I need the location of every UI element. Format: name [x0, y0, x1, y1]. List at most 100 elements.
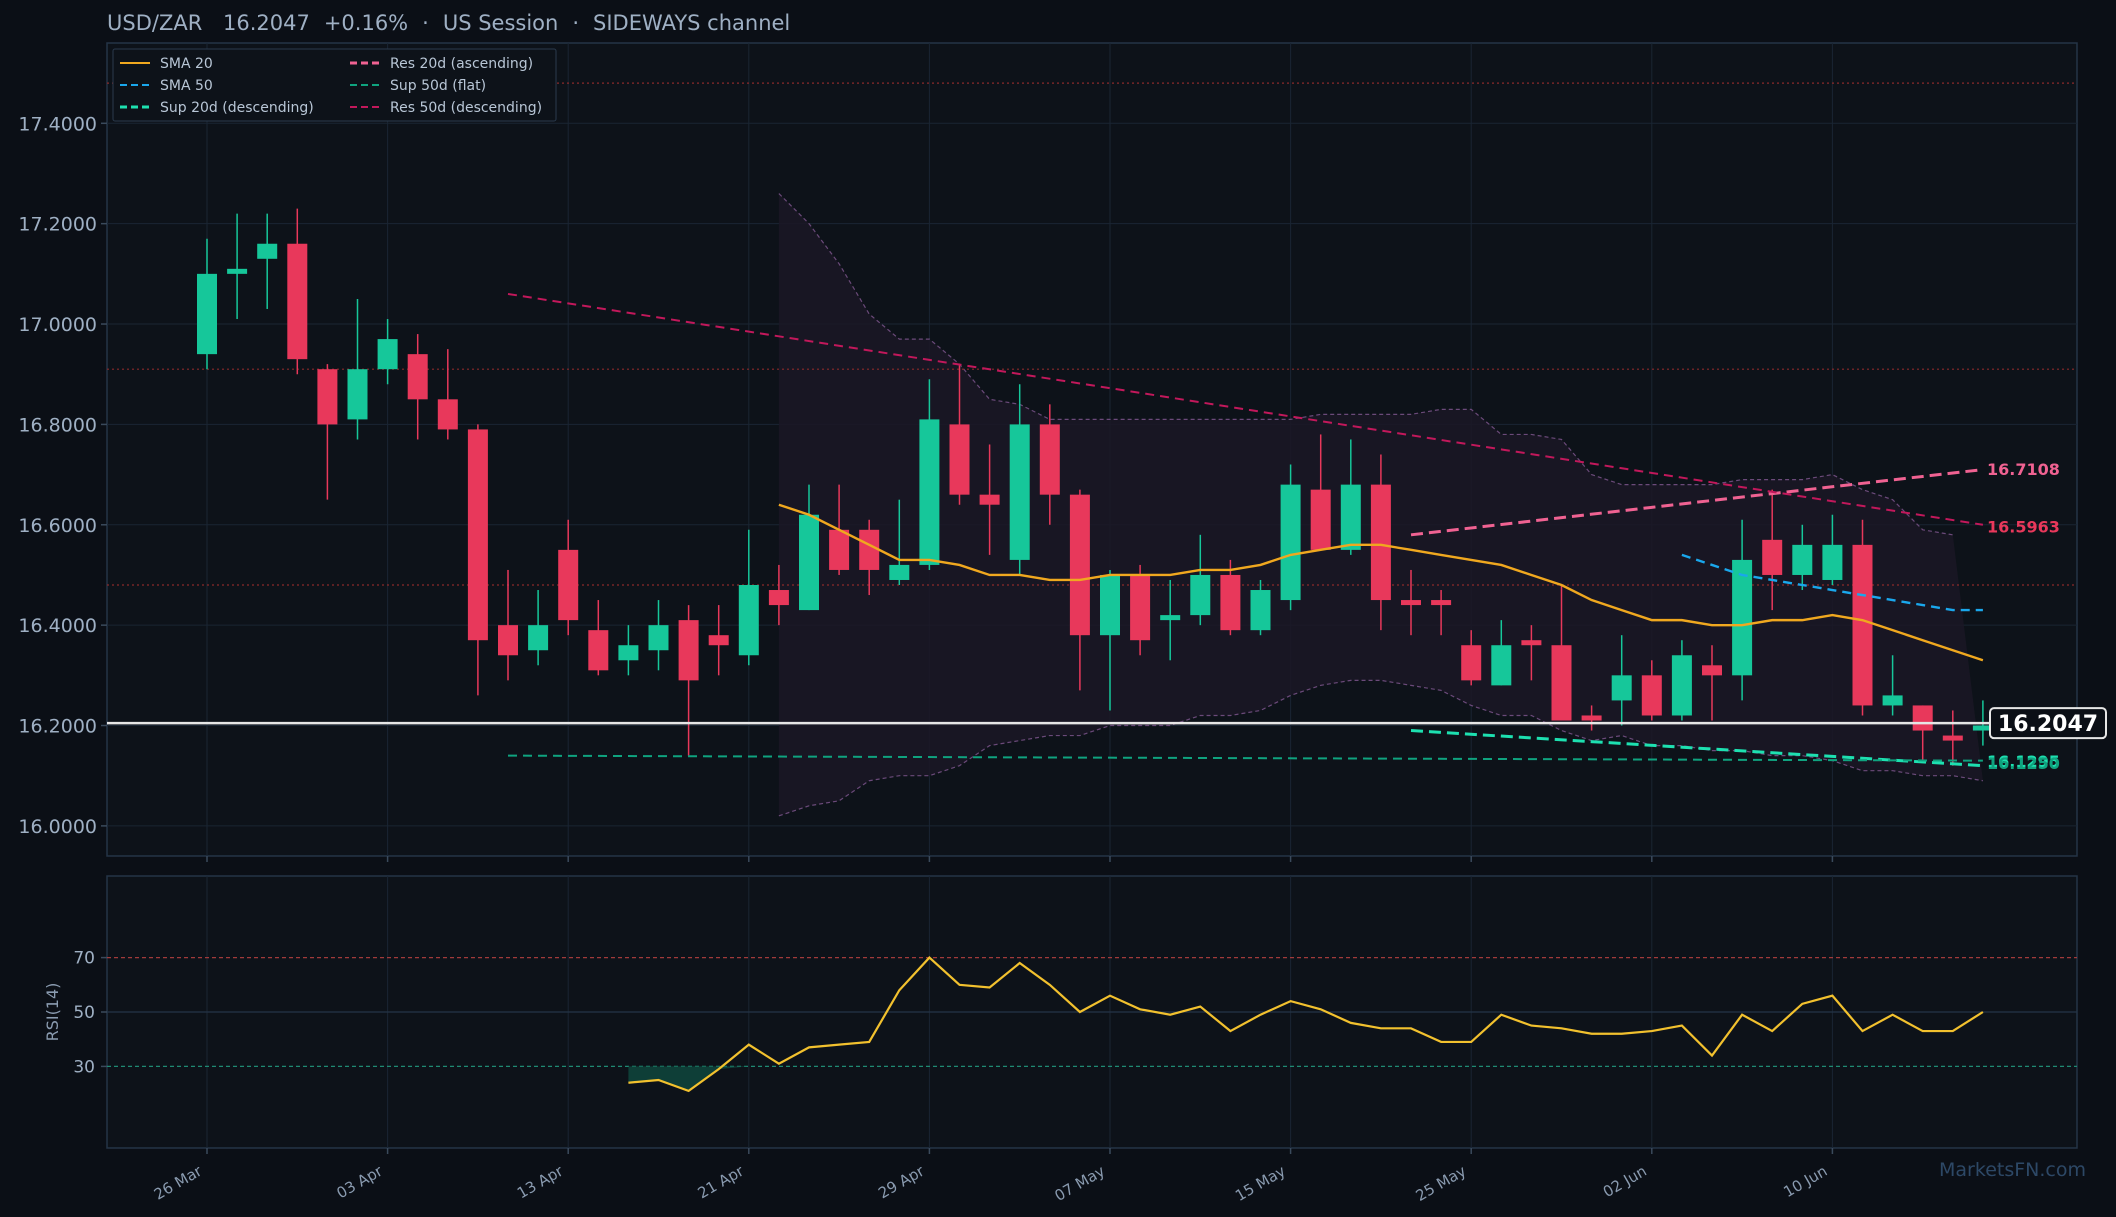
legend-label: SMA 50: [160, 78, 213, 94]
candle-body: [1160, 615, 1181, 621]
candle-body: [1702, 665, 1722, 676]
candle-body: [227, 268, 248, 274]
candle-body: [1822, 544, 1843, 580]
price-label: 16.2047: [222, 11, 310, 35]
price-ytick-label: 16.4000: [18, 615, 97, 637]
candle-body: [1069, 494, 1090, 636]
xtick-label: 29 Apr: [875, 1161, 928, 1202]
level-value-label: 16.7108: [1987, 460, 2060, 479]
legend-label: Sup 20d (descending): [160, 100, 314, 116]
candle-body: [1972, 725, 1993, 731]
candle-body: [1732, 559, 1753, 676]
candle-body: [467, 429, 488, 641]
pair-label: USD/ZAR: [107, 11, 203, 35]
price-ytick-label: 17.4000: [18, 113, 97, 135]
candle-body: [1671, 655, 1692, 716]
xtick-label: 21 Apr: [695, 1161, 748, 1202]
price-ytick-label: 17.2000: [18, 214, 97, 236]
candle-body: [1009, 424, 1030, 560]
candle-body: [738, 585, 759, 656]
series-line: [778, 503, 1984, 662]
rsi-oversold-fill: [628, 1066, 749, 1091]
candle-body: [1792, 544, 1813, 575]
current-price-box: [1989, 707, 2107, 740]
price-ytick-label: 16.2000: [18, 716, 97, 738]
candle-body: [919, 419, 940, 565]
candle-body: [799, 514, 819, 611]
legend-box: [112, 48, 557, 122]
level-value-label: 16.1295: [1987, 752, 2060, 771]
candle-body: [407, 354, 428, 400]
candle-body: [1039, 424, 1060, 495]
candle-body: [768, 590, 789, 606]
session-label: US Session: [442, 11, 559, 35]
candle-body: [377, 339, 398, 370]
candle-body: [949, 424, 970, 495]
candle-body: [498, 625, 518, 656]
series-line: [1410, 468, 1984, 537]
legend-label: Res 50d (descending): [390, 100, 542, 116]
candle-body: [979, 494, 1000, 505]
xtick-label: 25 May: [1413, 1162, 1470, 1205]
xtick-label: 10 Jun: [1780, 1162, 1830, 1201]
level-value-label: 16.5963: [1987, 518, 2060, 537]
xtick-label: 03 Apr: [333, 1161, 386, 1202]
chart-header: USD/ZAR 16.2047 +0.16% · US Session · SIDEWAY…: [107, 11, 804, 35]
candle-body: [1641, 675, 1662, 716]
candle-body: [1370, 484, 1391, 601]
candle-body: [859, 529, 880, 570]
xtick-label: 26 Mar: [151, 1161, 206, 1203]
band-lower-line: [778, 679, 1983, 817]
candle-body: [257, 243, 278, 259]
xtick-label: 02 Jun: [1600, 1162, 1650, 1201]
candle-body: [1250, 590, 1271, 631]
candle-body: [648, 625, 669, 651]
rsi-axis-label: RSI(14): [43, 983, 62, 1042]
price-ytick-label: 17.0000: [18, 314, 97, 336]
legend-label: SMA 20: [160, 56, 213, 72]
candle-body: [1852, 544, 1873, 706]
separator-2: ·: [572, 11, 580, 35]
candle-body: [708, 635, 729, 646]
watermark: MarketsFN.com: [1939, 1159, 2086, 1181]
legend-label: Res 20d (ascending): [390, 56, 533, 72]
candle-body: [1280, 484, 1301, 601]
legend-label: Sup 50d (flat): [390, 78, 486, 94]
candle-body: [558, 549, 579, 621]
candle-body: [618, 645, 639, 661]
candle-body: [1521, 640, 1542, 646]
candle-body: [1340, 484, 1361, 550]
band-upper-line: [778, 193, 1953, 536]
level-value-label: 16.1250: [1987, 754, 2060, 773]
candle-body: [1100, 574, 1120, 636]
candle-body: [1882, 695, 1903, 706]
candle-body: [1310, 489, 1331, 550]
candle-body: [347, 369, 368, 420]
separator-1: ·: [422, 11, 429, 35]
candle-body: [528, 625, 549, 651]
xtick-label: 07 May: [1051, 1162, 1108, 1205]
candle-body: [889, 564, 910, 580]
price-ytick-label: 16.6000: [18, 515, 97, 537]
current-price-label: 16.2047: [1998, 712, 2098, 737]
candle-body: [197, 273, 217, 355]
candle-body: [1581, 715, 1602, 721]
price-ytick-label: 16.0000: [18, 816, 97, 838]
change-label: +0.16%: [323, 11, 409, 35]
candle-body: [287, 243, 308, 360]
candle-body: [1461, 645, 1482, 681]
candle-body: [317, 369, 338, 425]
series-line: [1681, 553, 1983, 612]
price-ytick-label: 16.8000: [18, 414, 97, 436]
candle-body: [1431, 600, 1452, 606]
candle-body: [588, 630, 609, 671]
series-line: [507, 292, 1984, 526]
xtick-label: 13 Apr: [514, 1161, 567, 1202]
candle-body: [1491, 645, 1512, 686]
candle-body: [1611, 675, 1632, 701]
candle-body: [1762, 539, 1783, 575]
rsi-ytick-label: 70: [73, 949, 95, 969]
candle-body: [1551, 645, 1572, 721]
